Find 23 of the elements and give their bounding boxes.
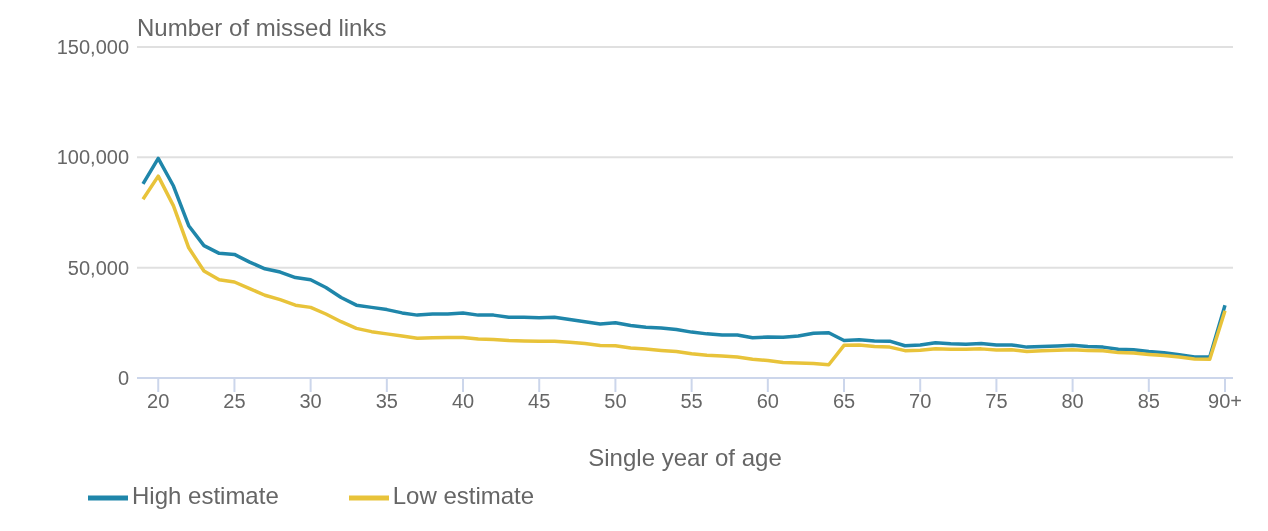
x-tick-label: 55 xyxy=(680,390,703,413)
x-tick-label: 90+ xyxy=(1208,390,1242,413)
x-axis-title: Single year of age xyxy=(588,444,782,471)
x-tick-label: 25 xyxy=(223,390,246,413)
x-tick-label: 45 xyxy=(528,390,551,413)
x-tick-label: 20 xyxy=(147,390,170,413)
x-tick-label: 70 xyxy=(909,390,932,413)
legend-label: High estimate xyxy=(132,482,279,510)
x-tick-label: 40 xyxy=(451,390,475,413)
y-tick-label: 150,000 xyxy=(56,36,129,59)
x-tick-label: 65 xyxy=(832,390,856,413)
y-tick-label: 100,000 xyxy=(56,146,129,169)
x-tick-label: 60 xyxy=(756,390,779,413)
x-tick-label: 75 xyxy=(985,390,1008,413)
y-axis-title: Number of missed links xyxy=(137,14,387,42)
x-tick-label: 35 xyxy=(375,390,398,413)
x-tick-label: 80 xyxy=(1061,390,1084,413)
legend-label: Low estimate xyxy=(392,482,535,510)
y-tick-label: 50,000 xyxy=(67,256,129,279)
x-tick-label: 85 xyxy=(1137,390,1160,413)
x-tick-label: 50 xyxy=(604,390,627,413)
y-tick-label: 0 xyxy=(117,367,129,390)
x-tick-label: 30 xyxy=(299,390,322,413)
